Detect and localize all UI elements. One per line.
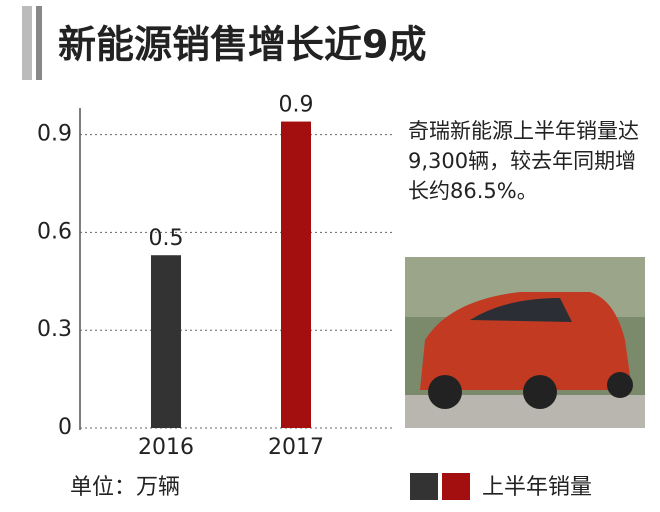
bar (281, 121, 311, 428)
title-decoration (22, 6, 32, 80)
photo (405, 257, 645, 428)
y-tick-label: 0 (58, 415, 72, 440)
x-tick-label: 2016 (138, 435, 194, 460)
title-decoration (36, 6, 42, 80)
y-tick-label: 0.6 (37, 219, 72, 244)
unit-label: 单位：万辆 (70, 475, 180, 500)
legend-swatch (442, 473, 470, 500)
chart-title: 新能源销售增长近9成 (58, 23, 426, 67)
data-label: 0.9 (279, 93, 314, 118)
x-tick-label: 2017 (268, 435, 324, 460)
bar (151, 255, 181, 428)
annotation: 奇瑞新能源上半年销量达9,300辆，较去年同期增长约86.5%。 (408, 119, 639, 203)
legend-label: 上半年销量 (482, 475, 592, 500)
y-tick-label: 0.3 (37, 317, 72, 342)
y-tick-label: 0.9 (37, 122, 72, 147)
data-label: 0.5 (149, 226, 184, 251)
legend-swatch (410, 473, 438, 500)
